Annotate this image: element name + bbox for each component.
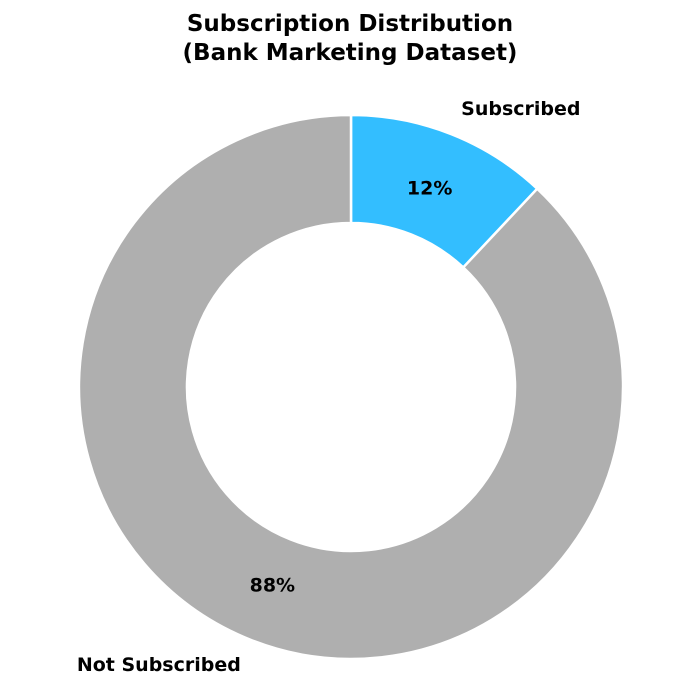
pct-label-not-subscribed: 88% bbox=[250, 575, 295, 597]
chart-title-line: Subscription Distribution bbox=[186, 11, 514, 37]
pct-label-subscribed: 12% bbox=[407, 177, 452, 199]
slice-group bbox=[77, 113, 625, 661]
category-label-not-subscribed: Not Subscribed bbox=[77, 654, 241, 676]
slice-not-subscribed bbox=[77, 113, 625, 661]
chart-subtitle-line: (Bank Marketing Dataset) bbox=[182, 40, 518, 66]
label-group: 12% Subscribed 88% Not Subscribed bbox=[77, 98, 581, 676]
chart-title: Subscription Distribution (Bank Marketin… bbox=[0, 10, 700, 68]
category-label-subscribed: Subscribed bbox=[461, 98, 580, 120]
